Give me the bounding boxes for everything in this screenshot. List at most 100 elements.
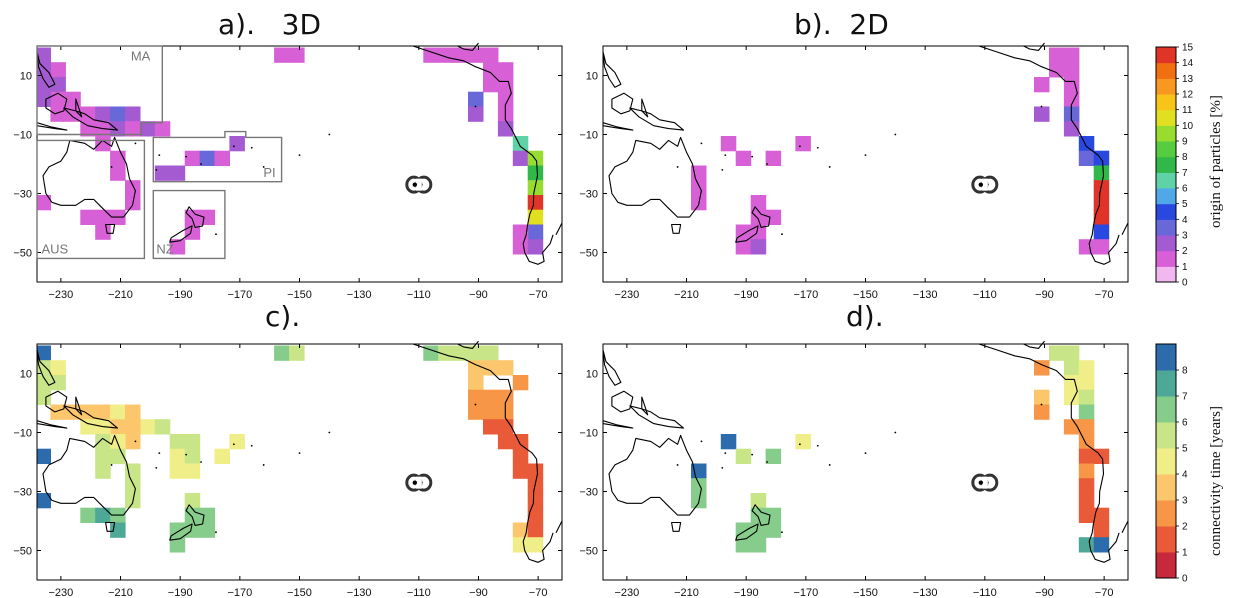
grid-cell [691, 478, 707, 494]
colorbar-tick-label: 9 [1182, 137, 1188, 148]
islet-dot [185, 155, 188, 158]
x-tick-label: −190 [168, 587, 193, 598]
grid-cell [37, 360, 51, 376]
panel-b-release-marker [971, 175, 999, 194]
colorbar-tick-label: 7 [1182, 168, 1188, 179]
grid-cell [1034, 106, 1050, 122]
islet-dot [134, 440, 137, 443]
panel-d-release-marker [971, 473, 999, 492]
grid-cell [1063, 360, 1080, 376]
grid-cell [125, 434, 141, 450]
grid-cell [468, 360, 484, 376]
region-label-nz: NZ [156, 242, 173, 257]
islet-dot [751, 155, 754, 158]
grid-cell [468, 106, 484, 122]
colorbar-swatch [1156, 552, 1176, 579]
islet-dot [262, 464, 265, 466]
islet-dot [110, 464, 113, 466]
colorbar-tick-label: 13 [1182, 74, 1194, 85]
coastline-nz_south [169, 523, 193, 541]
y-tick-label: 10 [586, 71, 598, 83]
coastline-america [978, 343, 1120, 563]
grid-cell [169, 537, 186, 553]
y-tick-label: 10 [20, 369, 32, 381]
coastline-australia [608, 136, 702, 218]
grid-cell [50, 77, 66, 93]
islet-dot [298, 154, 301, 157]
coastline-sulawesi [641, 396, 649, 416]
grid-cell [512, 136, 529, 152]
y-tick-label: −30 [13, 487, 32, 499]
islet-dot [766, 461, 768, 463]
grid-cell [110, 106, 126, 122]
grid-cell [1049, 47, 1065, 63]
islet-dot [134, 142, 137, 145]
y-tick-label: 10 [20, 71, 32, 83]
colorbar-tick-label: 3 [1182, 231, 1188, 242]
grid-cell [199, 507, 216, 523]
coastline-java [36, 122, 68, 131]
grid-cell [438, 345, 454, 361]
colorbar-swatch [1156, 78, 1176, 95]
grid-cell [750, 507, 767, 523]
grid-cell [169, 448, 186, 464]
coastline-australia [608, 434, 702, 516]
y-tick-label: −50 [579, 248, 598, 260]
colorbar-tick-label: 1 [1182, 262, 1188, 273]
colorbar-tick-label: 4 [1182, 215, 1188, 226]
x-tick-label: −230 [614, 587, 639, 598]
x-tick-label: −90 [1035, 587, 1054, 598]
coastline-sulawesi [75, 396, 83, 416]
grid-cell [1078, 239, 1095, 255]
grid-cell [1093, 165, 1110, 181]
islet-dot [110, 166, 113, 168]
grid-cell [274, 345, 290, 361]
grid-cell [50, 106, 66, 122]
panel-c-coastline [36, 340, 563, 563]
grid-cell [110, 404, 126, 420]
islet-dot [781, 233, 783, 236]
colorbar-swatch [1156, 526, 1176, 553]
islet-dot [474, 403, 477, 406]
y-tick-label: 10 [586, 369, 598, 381]
x-tick-label: −190 [168, 289, 193, 301]
x-tick-label: −150 [853, 587, 878, 598]
coastline-borneo [611, 92, 634, 115]
x-tick-label: −210 [108, 587, 133, 598]
y-tick-label: −30 [579, 189, 598, 201]
grid-cell [229, 434, 245, 450]
islet-dot [158, 452, 161, 455]
grid-cell [1078, 463, 1095, 479]
colorbar-swatch [1156, 188, 1176, 205]
grid-cell [184, 493, 201, 509]
colorbar-connectivity: 0 1 2 3 4 5 6 7 8 [1155, 343, 1188, 585]
grid-cell [497, 434, 514, 450]
grid-cell [184, 463, 201, 479]
grid-cell [125, 478, 141, 494]
colorbar-swatch [1156, 203, 1176, 220]
region-box-ma [36, 45, 163, 136]
region-box-pi [152, 130, 283, 183]
panel-c-cells [37, 345, 544, 553]
grid-cell [65, 106, 81, 122]
grid-cell [512, 434, 529, 450]
grid-cell [1034, 360, 1050, 376]
grid-cell [65, 91, 81, 107]
coastline-tasmania [671, 223, 682, 234]
region-label-pi: PI [263, 165, 275, 180]
region-box-nz [152, 189, 226, 260]
islet-dot [798, 145, 801, 148]
x-tick-label: −90 [469, 587, 488, 598]
coastline-philippines [602, 349, 622, 386]
grid-cell [80, 121, 96, 137]
coastline-australia [42, 434, 136, 516]
grid-cell [1078, 537, 1095, 553]
y-tick-label: −10 [13, 428, 32, 440]
coastline-borneo [45, 92, 68, 115]
x-tick-label: −210 [674, 587, 699, 598]
x-tick-label: −70 [1095, 289, 1114, 301]
grid-cell [37, 195, 51, 211]
colorbar-tick-label: 1 [1182, 548, 1188, 559]
colorbar-swatch [1156, 109, 1176, 126]
